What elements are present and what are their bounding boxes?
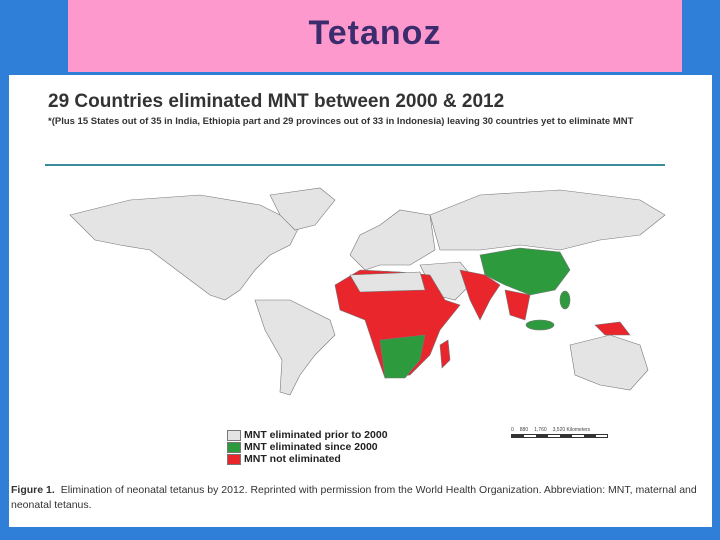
australia [569,334,649,391]
figure-heading: 29 Countries eliminated MNT between 2000… [48,91,505,112]
indonesia [525,319,555,331]
greenland [269,187,336,231]
south-america [254,299,336,396]
north-america [69,194,301,301]
southeast-asia [504,289,531,321]
legend-item: MNT eliminated prior to 2000 [227,429,388,441]
madagascar [439,339,451,369]
divider [45,164,665,166]
countries [69,187,666,396]
southern-africa [379,334,426,379]
legend: MNT eliminated prior to 2000 MNT eliminat… [227,429,388,465]
slide-title: Tetanoz [308,14,442,52]
scale-label: 0 [511,427,514,433]
scale-bar [511,434,608,438]
south-asia [459,269,501,321]
legend-swatch [227,453,241,465]
caption-text: Elimination of neonatal tetanus by 2012.… [11,484,697,511]
scale-label: 3,520 Kilometers [552,427,591,433]
legend-label: MNT eliminated prior to 2000 [244,429,388,441]
philippines [559,290,571,310]
legend-swatch [227,441,241,453]
caption-label: Figure 1. [11,484,55,496]
legend-label: MNT eliminated since 2000 [244,441,378,453]
figure-subheading: *(Plus 15 States out of 35 in India, Eth… [48,116,634,127]
legend-label: MNT not eliminated [244,453,341,465]
scale-label: 1,760 [534,427,547,433]
legend-swatch [227,429,241,441]
figure-panel: 29 Countries eliminated MNT between 2000… [9,75,712,527]
papua-new-guinea [594,321,631,336]
world-map [69,187,666,396]
china [479,247,571,296]
russia [429,189,666,251]
title-band: Tetanoz [68,0,682,72]
caption: Figure 1. Elimination of neonatal tetanus… [11,483,706,513]
europe [349,209,436,271]
scale-labels: 0 880 1,760 3,520 Kilometers [511,427,590,433]
legend-item: MNT eliminated since 2000 [227,441,388,453]
scale-label: 880 [519,427,529,433]
legend-item: MNT not eliminated [227,453,388,465]
north-africa [349,271,426,293]
